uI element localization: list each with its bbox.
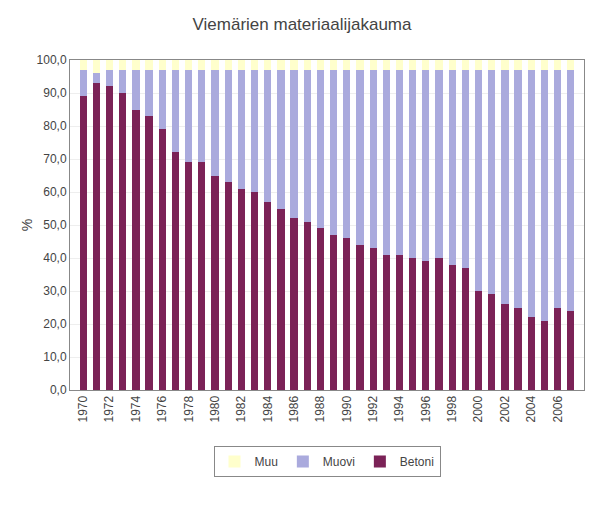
svg-text:0,0: 0,0 (50, 383, 67, 397)
svg-text:90,0: 90,0 (43, 86, 67, 100)
svg-text:1992: 1992 (366, 395, 380, 422)
svg-text:1996: 1996 (419, 395, 433, 422)
svg-text:40,0: 40,0 (43, 251, 67, 265)
svg-text:50,0: 50,0 (43, 218, 67, 232)
svg-text:1976: 1976 (155, 395, 169, 422)
svg-text:60,0: 60,0 (43, 185, 67, 199)
svg-text:1978: 1978 (182, 395, 196, 422)
svg-text:%: % (19, 219, 35, 231)
svg-text:1980: 1980 (208, 395, 222, 422)
svg-text:1970: 1970 (76, 395, 90, 422)
svg-text:Viemärien materiaalijakauma: Viemärien materiaalijakauma (193, 15, 412, 34)
svg-text:80,0: 80,0 (43, 119, 67, 133)
svg-text:2000: 2000 (471, 395, 485, 422)
svg-text:20,0: 20,0 (43, 317, 67, 331)
svg-text:1984: 1984 (261, 395, 275, 422)
svg-text:70,0: 70,0 (43, 152, 67, 166)
svg-text:1972: 1972 (102, 395, 116, 422)
svg-text:10,0: 10,0 (43, 350, 67, 364)
svg-text:1982: 1982 (234, 395, 248, 422)
svg-text:Muovi: Muovi (323, 455, 355, 469)
svg-text:Muu: Muu (255, 455, 278, 469)
svg-text:30,0: 30,0 (43, 284, 67, 298)
svg-text:1994: 1994 (392, 395, 406, 422)
svg-text:Betoni: Betoni (400, 455, 434, 469)
svg-text:1998: 1998 (445, 395, 459, 422)
svg-text:2002: 2002 (498, 395, 512, 422)
svg-text:1988: 1988 (313, 395, 327, 422)
svg-text:1974: 1974 (129, 395, 143, 422)
svg-text:1986: 1986 (287, 395, 301, 422)
svg-text:2006: 2006 (551, 395, 565, 422)
svg-text:2004: 2004 (524, 395, 538, 422)
svg-text:100,0: 100,0 (37, 53, 67, 67)
svg-text:1990: 1990 (340, 395, 354, 422)
